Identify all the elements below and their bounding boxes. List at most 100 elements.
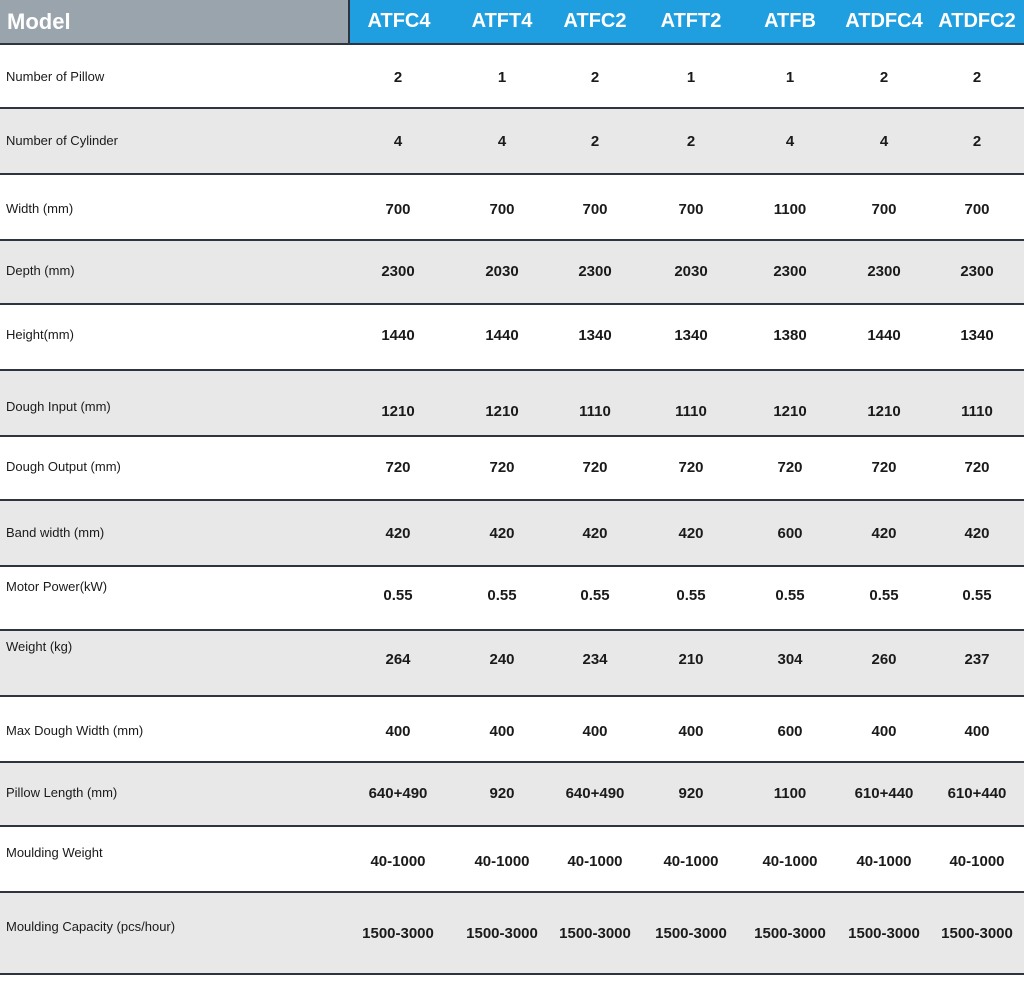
table-cell: 2 (879, 69, 889, 86)
table-cell: 1500-3000 (754, 925, 826, 942)
table-cell: 4 (879, 133, 889, 150)
table-cell: 420 (489, 525, 515, 542)
table-cell: 4 (393, 133, 403, 150)
table-cell: 400 (678, 723, 704, 740)
table-row: Number of Pillow 2 1 2 1 1 2 2 (0, 45, 1024, 109)
table-cell: 720 (964, 459, 990, 476)
table-cell: 1440 (485, 327, 519, 344)
column-header-atft4: ATFT4 (471, 10, 533, 32)
table-cell: 2 (686, 133, 696, 150)
table-cell: 40-1000 (567, 853, 623, 870)
table-cell: 0.55 (775, 587, 805, 604)
table-cell: 1500-3000 (466, 925, 538, 942)
table-cell: 264 (385, 651, 411, 668)
table-cell: 237 (964, 651, 990, 668)
table-cell: 40-1000 (949, 853, 1005, 870)
table-header: Model ATFC4 ATFT4 ATFC2 ATFT2 ATFB ATDFC… (0, 0, 1024, 45)
column-header-atdfc4: ATDFC4 (845, 10, 923, 32)
table-cell: 1 (785, 69, 795, 86)
table-row: Width (mm) 700 700 700 700 1100 700 700 (0, 175, 1024, 241)
table-cell: 1500-3000 (559, 925, 631, 942)
table-cell: 1210 (867, 403, 901, 420)
table-cell: 420 (678, 525, 704, 542)
table-cell: 1340 (578, 327, 612, 344)
table-cell: 700 (871, 201, 897, 218)
table-cell: 1440 (381, 327, 415, 344)
row-label: Moulding Weight (6, 845, 103, 860)
table-cell: 700 (678, 201, 704, 218)
table-cell: 40-1000 (474, 853, 530, 870)
column-header-atfc2: ATFC2 (563, 10, 627, 32)
table-cell: 0.55 (580, 587, 610, 604)
table-row: Max Dough Width (mm) 400 400 400 400 600 400 40… (0, 697, 1024, 763)
table-cell: 1500-3000 (941, 925, 1013, 942)
row-label: Band width (mm) (6, 525, 105, 540)
table-cell: 1 (497, 69, 507, 86)
table-cell: 1500-3000 (655, 925, 727, 942)
table-row: Pillow Length (mm) 640+490 920 640+490 920 11… (0, 763, 1024, 827)
row-label: Weight (kg) (6, 639, 73, 654)
row-label: Max Dough Width (mm) (6, 723, 144, 738)
table-cell: 0.55 (869, 587, 899, 604)
table-cell: 720 (385, 459, 411, 476)
table-row: Motor Power(kW) 0.55 0.55 0.55 0.55 0.55 0.55 0… (0, 567, 1024, 631)
model-header-cell: Model (0, 0, 350, 43)
table-cell: 640+490 (368, 785, 428, 802)
table-cell: 640+490 (565, 785, 625, 802)
table-row: Moulding Weight 40-1000 40-1000 40-1000 40-1… (0, 827, 1024, 893)
column-header-atfb: ATFB (764, 10, 816, 32)
table-cell: 0.55 (676, 587, 706, 604)
table-cell: 1340 (960, 327, 994, 344)
row-label: Number of Cylinder (6, 133, 118, 148)
table-cell: 2300 (867, 263, 901, 280)
table-cell: 700 (582, 201, 608, 218)
table-cell: 1100 (773, 785, 807, 802)
table-row: Dough Output (mm) 720 720 720 720 720 720 720 (0, 437, 1024, 501)
table-cell: 1340 (674, 327, 708, 344)
table-cell: 420 (385, 525, 411, 542)
table-cell: 234 (582, 651, 608, 668)
table-cell: 700 (385, 201, 411, 218)
table-cell: 700 (489, 201, 515, 218)
table-cell: 720 (582, 459, 608, 476)
table-cell: 2300 (773, 263, 807, 280)
row-label: Number of Pillow (6, 69, 105, 84)
table-cell: 40-1000 (370, 853, 426, 870)
table-cell: 400 (582, 723, 608, 740)
table-row: Height(mm) 1440 1440 1340 1340 1380 1440 1340 (0, 305, 1024, 371)
table-cell: 1210 (381, 403, 415, 420)
table-cell: 2300 (578, 263, 612, 280)
table-cell: 700 (964, 201, 990, 218)
row-label: Width (mm) (6, 201, 74, 216)
table-cell: 0.55 (383, 587, 413, 604)
table-cell: 40-1000 (762, 853, 818, 870)
table-cell: 400 (385, 723, 411, 740)
table-cell: 1110 (675, 403, 707, 420)
table-cell: 610+440 (854, 785, 914, 802)
table-cell: 2300 (960, 263, 994, 280)
table-body: Number of Pillow 2 1 2 1 1 2 2 Number of Cylinde… (0, 45, 1024, 975)
table-cell: 920 (678, 785, 704, 802)
row-label: Moulding Capacity (pcs/hour) (6, 919, 176, 934)
table-cell: 400 (489, 723, 515, 740)
row-label: Dough Input (mm) (6, 399, 111, 414)
table-cell: 1100 (773, 201, 807, 218)
column-header-atft2: ATFT2 (660, 10, 722, 32)
table-cell: 1500-3000 (362, 925, 434, 942)
table-cell: 4 (785, 133, 795, 150)
table-cell: 1210 (773, 403, 807, 420)
table-cell: 2 (590, 69, 600, 86)
table-cell: 2 (590, 133, 600, 150)
table-cell: 2030 (485, 263, 519, 280)
table-cell: 210 (678, 651, 704, 668)
table-cell: 1440 (867, 327, 901, 344)
table-cell: 920 (489, 785, 515, 802)
table-cell: 420 (871, 525, 897, 542)
table-cell: 2 (393, 69, 403, 86)
table-cell: 260 (871, 651, 897, 668)
table-cell: 2300 (381, 263, 415, 280)
table-row: Moulding Capacity (pcs/hour) 1500-3000 150… (0, 893, 1024, 975)
table-cell: 40-1000 (856, 853, 912, 870)
table-cell: 600 (777, 723, 803, 740)
row-label: Depth (mm) (6, 263, 75, 278)
